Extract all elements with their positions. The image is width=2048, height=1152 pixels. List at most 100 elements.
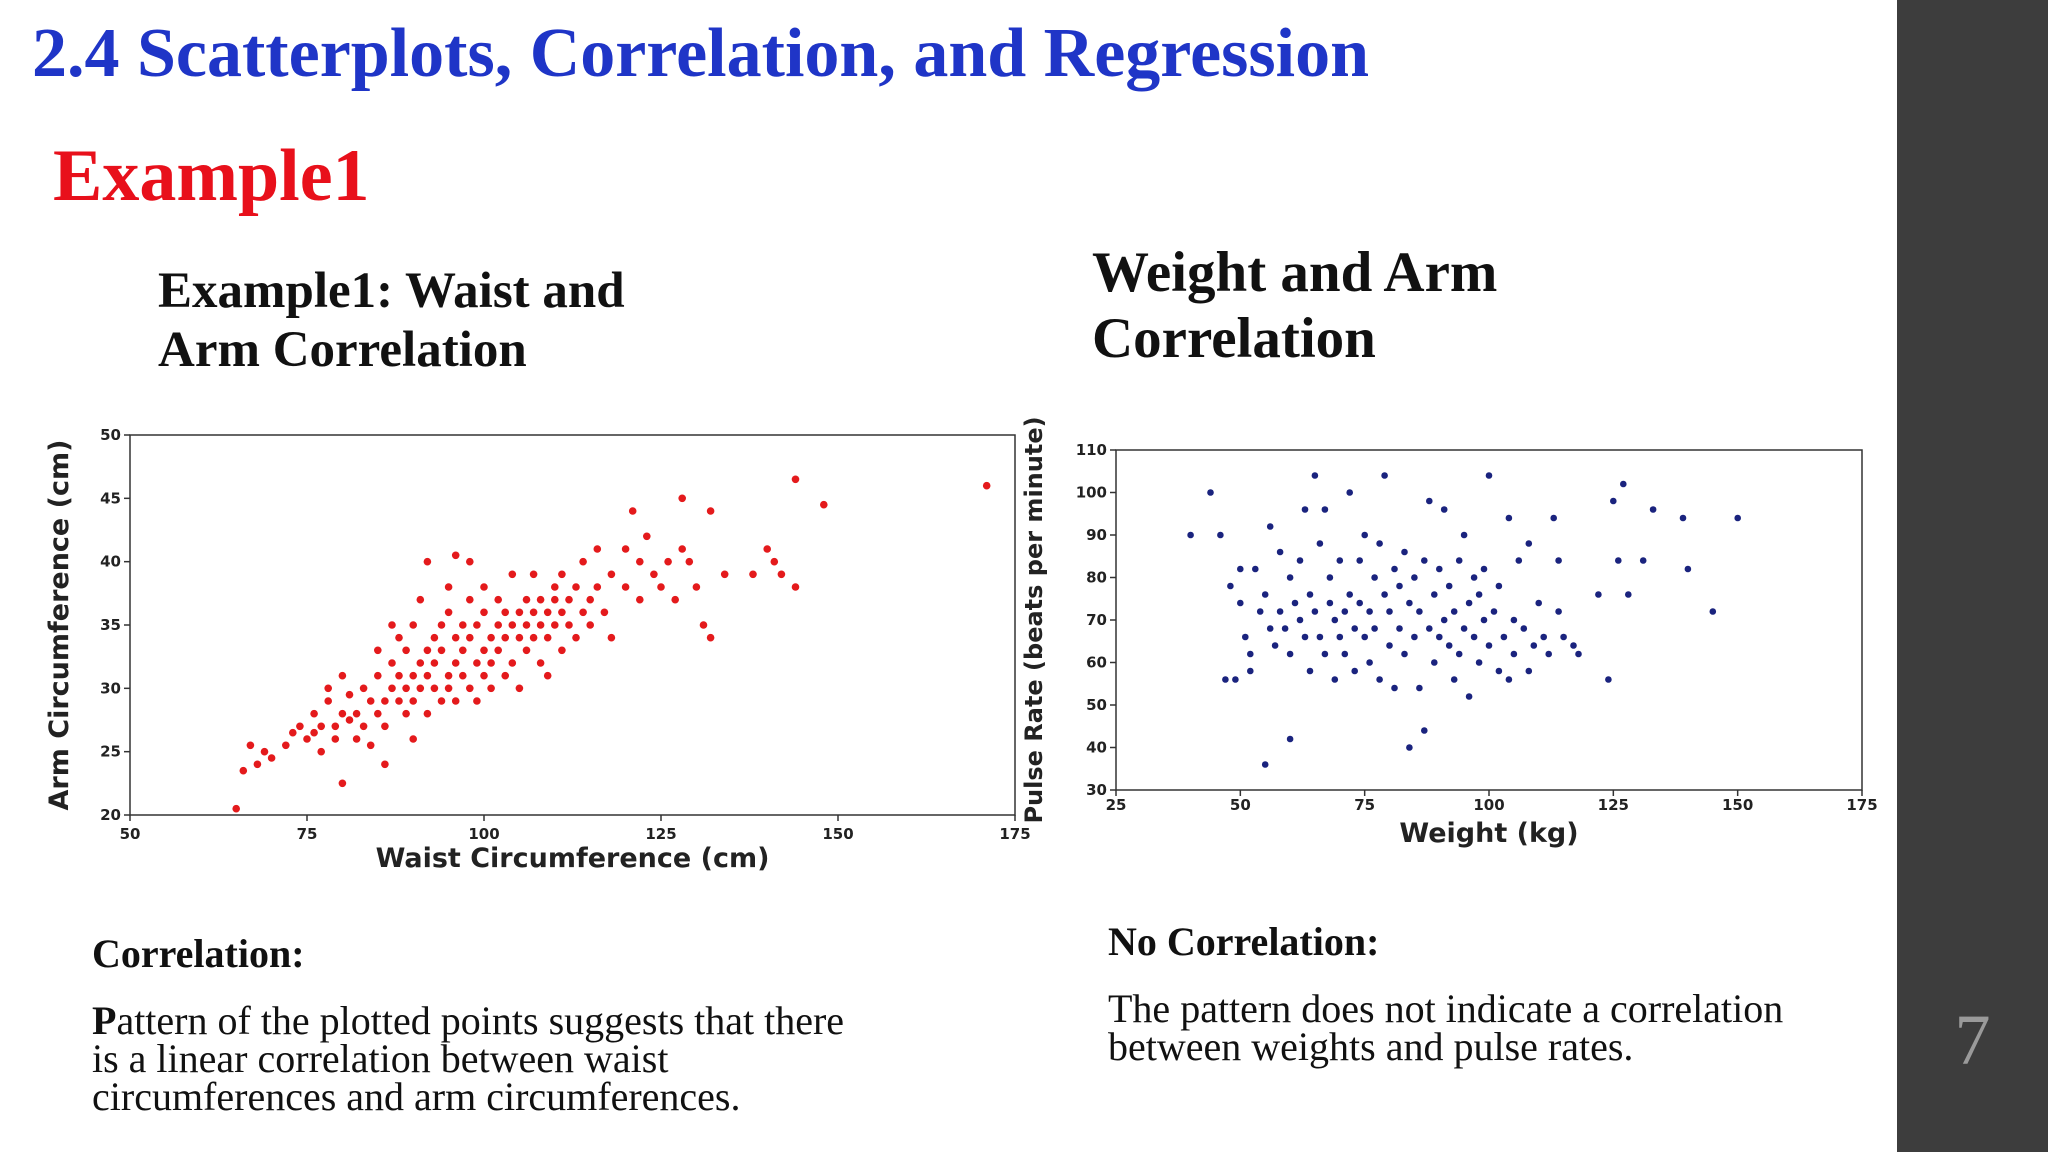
- y-tick-label: 40: [1086, 739, 1107, 757]
- data-point: [1525, 667, 1533, 675]
- data-point: [1256, 608, 1264, 615]
- data-point: [1271, 642, 1279, 649]
- data-point: [1346, 489, 1353, 496]
- data-point: [515, 684, 524, 693]
- y-axis-label: Pulse Rate (beats per minute): [1020, 416, 1048, 823]
- y-tick-label: 25: [100, 743, 121, 761]
- data-point: [1316, 540, 1324, 547]
- data-point: [473, 621, 481, 629]
- data-point: [310, 728, 318, 737]
- data-point: [1470, 574, 1478, 581]
- data-point: [1620, 480, 1627, 488]
- data-point: [466, 557, 474, 566]
- data-point: [338, 709, 347, 718]
- data-point: [1306, 667, 1314, 675]
- data-point: [1525, 540, 1533, 547]
- data-point: [1326, 574, 1334, 581]
- data-point: [352, 735, 361, 743]
- left-caption-text: Pattern of the plotted points suggests t…: [92, 1001, 852, 1117]
- data-point: [423, 646, 432, 655]
- data-point: [451, 697, 460, 705]
- x-tick-label: 125: [1598, 796, 1629, 814]
- data-point: [1266, 523, 1274, 530]
- left-caption-heading: Correlation:: [92, 931, 305, 976]
- data-point: [1460, 625, 1468, 632]
- x-tick-label: 100: [468, 825, 499, 843]
- data-point: [1411, 574, 1418, 581]
- data-point: [1575, 650, 1582, 658]
- data-point: [494, 595, 503, 604]
- right-chart-heading: Weight and Arm Correlation: [1092, 241, 1498, 370]
- data-point: [515, 608, 524, 617]
- data-point: [1386, 608, 1393, 615]
- data-point: [1187, 531, 1194, 539]
- data-point: [572, 633, 580, 642]
- data-point: [374, 709, 382, 718]
- data-point: [1311, 608, 1319, 615]
- data-point: [1545, 650, 1552, 658]
- data-point: [1247, 667, 1254, 675]
- data-point: [529, 633, 538, 642]
- data-point: [508, 621, 517, 629]
- y-tick-label: 35: [100, 616, 121, 634]
- data-point: [501, 671, 510, 680]
- data-point: [1237, 565, 1244, 573]
- data-point: [1416, 608, 1423, 615]
- data-point: [317, 722, 326, 731]
- data-point: [1500, 633, 1508, 641]
- x-tick-label: 150: [822, 825, 853, 843]
- data-point: [1510, 616, 1518, 624]
- data-point: [487, 633, 495, 642]
- y-tick-label: 110: [1076, 441, 1107, 459]
- data-point: [600, 608, 609, 617]
- data-point: [1331, 616, 1339, 624]
- data-point: [536, 595, 545, 604]
- data-point: [345, 716, 354, 724]
- x-tick-label: 50: [1230, 796, 1251, 814]
- data-point: [593, 545, 602, 553]
- data-point: [423, 709, 432, 718]
- data-point: [1505, 514, 1513, 522]
- data-point: [1465, 693, 1473, 700]
- data-point: [1480, 565, 1488, 573]
- data-point: [416, 684, 425, 693]
- data-point: [437, 697, 446, 705]
- data-point: [388, 659, 396, 667]
- data-point: [1605, 676, 1612, 683]
- x-tick-label: 175: [999, 825, 1030, 843]
- data-point: [1306, 591, 1314, 598]
- data-point: [551, 583, 559, 591]
- data-point: [1376, 540, 1383, 547]
- data-point: [366, 741, 375, 750]
- data-point: [1540, 633, 1547, 641]
- data-point: [437, 621, 446, 629]
- data-point: [636, 595, 644, 604]
- data-point: [338, 779, 347, 788]
- data-point: [1411, 633, 1418, 641]
- data-point: [1639, 557, 1647, 564]
- data-point: [1495, 667, 1503, 675]
- data-point: [1281, 625, 1289, 632]
- data-point: [1595, 591, 1602, 598]
- data-point: [1232, 676, 1239, 683]
- data-point: [388, 684, 396, 693]
- data-point: [699, 621, 708, 629]
- data-point: [338, 671, 347, 680]
- data-point: [331, 722, 340, 731]
- data-point: [1470, 633, 1478, 641]
- data-point: [494, 646, 503, 655]
- data-point: [1237, 599, 1244, 607]
- data-point: [536, 659, 545, 667]
- data-point: [1381, 472, 1388, 479]
- data-point: [692, 583, 701, 591]
- data-point: [317, 747, 326, 756]
- data-point: [1445, 582, 1453, 590]
- data-point: [423, 557, 432, 566]
- slide-title: 2.4 Scatterplots, Correlation, and Regre…: [32, 15, 1370, 92]
- data-point: [536, 621, 545, 629]
- data-point: [480, 646, 488, 655]
- data-point: [770, 557, 779, 566]
- data-point: [607, 570, 616, 579]
- data-point: [1455, 557, 1463, 564]
- left-caption-first-letter: P: [92, 998, 117, 1043]
